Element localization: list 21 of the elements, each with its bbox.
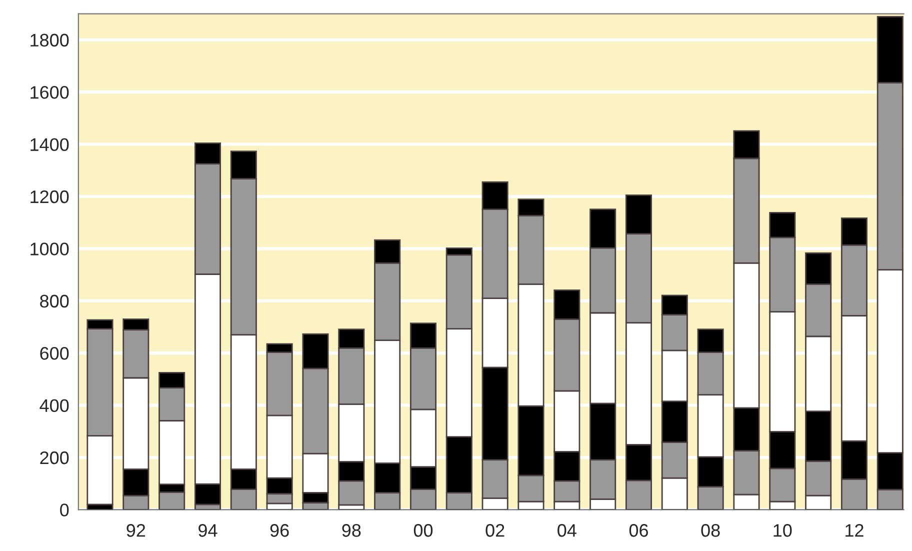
x-tick-label: 96 bbox=[270, 524, 289, 537]
y-tick-label: 200 bbox=[40, 451, 69, 464]
x-tick-label: 02 bbox=[486, 524, 504, 537]
x-tick-label: 98 bbox=[342, 524, 361, 537]
y-tick-label: 0 bbox=[60, 504, 69, 516]
x-tick-label: 10 bbox=[774, 524, 792, 537]
y-tick-label: 400 bbox=[40, 399, 69, 412]
y-tick-label: 1600 bbox=[30, 86, 69, 99]
y-tick-label: 1400 bbox=[30, 138, 69, 151]
y-tick-label: 1000 bbox=[30, 242, 69, 256]
y-tick-label: 1800 bbox=[30, 34, 69, 47]
x-tick-label: 06 bbox=[629, 524, 648, 537]
x-tick-label: 12 bbox=[846, 524, 864, 537]
x-tick-label: 04 bbox=[558, 524, 576, 537]
y-tick-label: 600 bbox=[40, 347, 69, 360]
x-tick-label: 08 bbox=[701, 524, 720, 537]
x-tick-label: 92 bbox=[126, 524, 146, 537]
y-tick-label: 1200 bbox=[30, 190, 69, 204]
x-tick-label: 00 bbox=[414, 524, 433, 537]
x-tick-label: 94 bbox=[198, 524, 218, 537]
y-tick-label: 800 bbox=[40, 294, 69, 308]
